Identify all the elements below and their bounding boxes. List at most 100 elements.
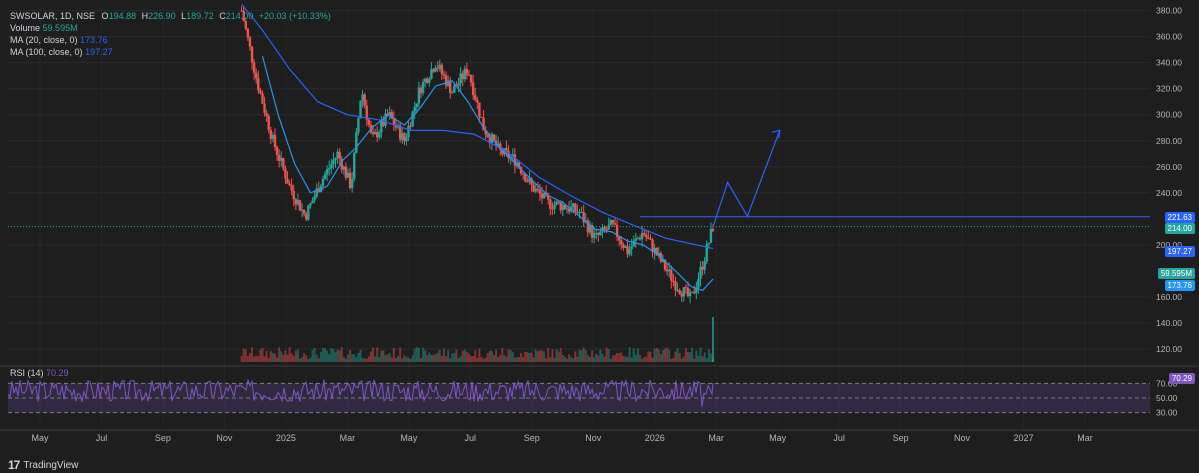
candle-body <box>367 119 371 125</box>
candle-body <box>595 232 598 234</box>
x-tick-label: Jul <box>833 433 845 443</box>
volume-bar <box>480 356 483 362</box>
candle-body <box>668 269 671 272</box>
volume-bar <box>442 348 445 362</box>
volume-bar <box>709 353 712 362</box>
volume-bar <box>563 356 566 362</box>
candle-body <box>636 238 640 240</box>
volume-bar <box>647 351 650 362</box>
volume-bar <box>490 351 493 362</box>
y-tick-label: 320.00 <box>1156 84 1182 94</box>
volume-bar <box>628 347 631 362</box>
volume-bar <box>680 358 683 362</box>
candle-body <box>519 167 523 174</box>
candle-body <box>647 237 650 239</box>
volume-bar <box>296 349 299 362</box>
volume-bar <box>536 351 539 362</box>
brand-label: TradingView <box>23 459 79 471</box>
volume-bar <box>559 348 562 362</box>
volume-bar <box>643 357 646 362</box>
candle-body <box>328 168 331 170</box>
volume-bar <box>374 356 377 362</box>
candle-body <box>361 94 364 101</box>
candle-body <box>467 74 471 76</box>
candle-body <box>398 125 402 140</box>
x-tick-label: Nov <box>585 433 602 443</box>
candle-body <box>463 68 466 80</box>
volume-bar <box>603 356 606 362</box>
candle-body <box>672 280 675 282</box>
volume-bar <box>401 358 404 362</box>
volume-bar <box>248 353 251 362</box>
candle-body <box>363 94 366 106</box>
volume-bar <box>588 357 591 362</box>
ma20-line <box>261 55 714 292</box>
volume-bar <box>363 358 366 362</box>
high-label: H <box>141 11 149 21</box>
volume-bar <box>359 350 362 362</box>
volume-bar <box>321 348 324 362</box>
volume-bar <box>597 355 600 362</box>
candle-body <box>265 112 268 116</box>
volume-bar <box>505 356 508 362</box>
rsi-value: 70.29 <box>46 368 69 378</box>
volume-bar <box>595 353 598 362</box>
volume-bar <box>351 354 354 362</box>
candle-body <box>663 259 667 270</box>
candle-body <box>271 134 275 139</box>
volume-bar <box>282 354 285 362</box>
volume-bar <box>605 347 608 362</box>
candle-body <box>622 244 625 248</box>
volume-bar <box>543 351 546 362</box>
candle-body <box>336 151 339 159</box>
volume-bar <box>557 351 560 362</box>
volume-bar <box>511 351 514 362</box>
candle-body <box>375 131 379 138</box>
volume-bar <box>703 352 706 362</box>
y-tick-label: 340.00 <box>1156 58 1182 68</box>
volume-bar <box>261 347 264 362</box>
candle-body <box>436 67 439 69</box>
volume-bar <box>303 353 306 362</box>
candle-body <box>682 287 686 297</box>
volume-bar <box>513 357 516 362</box>
volume-bar <box>426 355 429 362</box>
volume-bar <box>503 355 506 362</box>
volume-bar <box>409 358 412 362</box>
volume-bar <box>570 357 573 362</box>
candle-body <box>501 149 504 155</box>
candle-body <box>678 290 681 294</box>
volume-bar <box>346 354 349 362</box>
candle-body <box>248 37 252 47</box>
volume-bar <box>649 351 652 362</box>
candle-body <box>597 232 600 236</box>
volume-bar <box>284 350 287 362</box>
y-tick-label: 120.00 <box>1156 344 1182 354</box>
ma100-label: MA (100, close, 0) <box>10 47 83 57</box>
candle-body <box>259 90 262 94</box>
candle-body <box>317 188 320 193</box>
volume-bar <box>591 350 594 362</box>
candle-body <box>313 196 316 201</box>
close-label: C <box>219 11 226 21</box>
candle-body <box>338 151 341 159</box>
candle-body <box>547 194 550 200</box>
candle-body <box>507 150 510 159</box>
candle-body <box>300 209 304 211</box>
volume-bar <box>670 358 673 362</box>
candle-body <box>342 166 346 170</box>
volume-badge: 59.595M <box>1157 268 1195 279</box>
volume-bar <box>324 348 327 362</box>
candle-body <box>693 291 696 294</box>
volume-bar <box>376 347 379 362</box>
candle-body <box>524 174 527 182</box>
candle-body <box>444 75 448 86</box>
volume-value: 59.595M <box>42 23 78 33</box>
candle-body <box>686 288 690 296</box>
volume-bar <box>424 350 427 362</box>
volume-bar <box>507 349 510 362</box>
volume-bar <box>476 357 479 362</box>
tradingview-logo[interactable]: 17 TradingView <box>8 458 78 472</box>
y-tick-label: 140.00 <box>1156 318 1182 328</box>
